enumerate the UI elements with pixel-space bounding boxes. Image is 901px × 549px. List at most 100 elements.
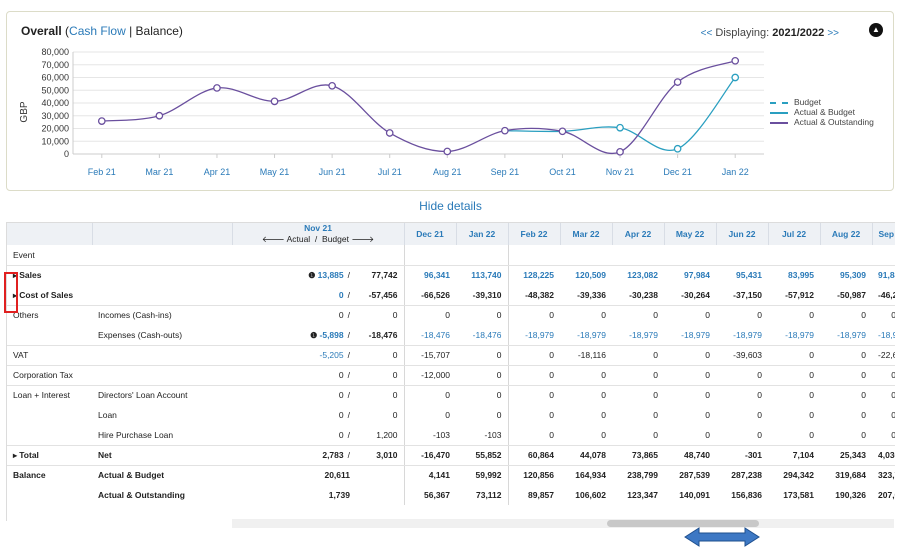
month-value-cell: 0 — [768, 365, 821, 386]
row-category-label[interactable]: Sales — [19, 270, 42, 281]
nov-actual-cell: -5,205/ — [232, 345, 352, 366]
row-subcategory — [92, 365, 232, 386]
row-category: Loan + Interest — [7, 385, 92, 405]
month-value-cell: 319,684 — [835, 470, 867, 481]
row-category-label: Corporation Tax — [13, 370, 73, 380]
nov-actual-value[interactable]: 0 — [338, 390, 344, 401]
horizontal-scrollbar-thumb[interactable] — [607, 520, 759, 527]
month-value-cell — [872, 245, 895, 266]
month-value-cell — [768, 245, 821, 266]
month-value-cell: 0 — [445, 310, 451, 321]
month-value-cell: 0 — [560, 425, 613, 446]
row-category: ▸ Total — [7, 445, 92, 466]
row-subcategory: Loan — [98, 410, 117, 420]
month-value-cell: 97,984 — [684, 270, 711, 281]
actual-budget-separator: / — [347, 370, 350, 380]
hide-details-link[interactable]: Hide details — [419, 199, 482, 213]
data-point-actual-outstanding — [213, 84, 221, 92]
actual-label[interactable]: Actual — [286, 234, 311, 244]
nov-actual-cell: 20,611 — [232, 465, 352, 485]
month-value-cell: -18,116 — [560, 345, 613, 366]
month-value-cell: 0 — [716, 425, 769, 446]
table-row: Balance Actual & Budget 20,611 4,141 59,992 1… — [7, 465, 895, 485]
month-value-cell: 173,581 — [783, 490, 815, 500]
budget-label[interactable]: Budget — [322, 234, 349, 244]
legend-actual-budget-label: Actual & Budget — [794, 107, 855, 117]
horizontal-scrollbar-track[interactable] — [232, 519, 894, 528]
data-point-actual-outstanding — [270, 97, 279, 106]
nov-actual-value[interactable]: -5,898 — [319, 329, 344, 340]
month-value-cell: 0 — [549, 410, 555, 420]
nov-actual-value[interactable]: -5,205 — [319, 350, 344, 360]
month-value-cell: 0 — [872, 425, 895, 446]
nov-actual-value[interactable]: 0 — [338, 289, 344, 300]
nov-actual-value[interactable]: 0 — [338, 410, 344, 420]
expand-triangle-icon[interactable]: ▸ — [13, 290, 20, 300]
month-value-cell: 0 — [757, 390, 763, 401]
nov-actual-cell: 0/ — [232, 425, 352, 446]
nov-actual-cell: ❶ 13,885/ — [232, 265, 352, 285]
row-category-label[interactable]: Cost of Sales — [19, 289, 74, 300]
month-value-cell: 0 — [508, 365, 561, 386]
month-value-cell: -103 — [456, 425, 509, 446]
chart-title: Overall (Cash Flow | Balance) — [21, 24, 183, 38]
header-month: Jul 22 — [768, 223, 821, 245]
month-value-cell: 287,238 — [731, 470, 763, 481]
next-period-button[interactable]: >> — [827, 28, 839, 39]
month-value-cell: -30,238 — [612, 285, 665, 306]
row-subcategory — [92, 245, 232, 266]
actual-budget-separator: / — [347, 289, 350, 300]
row-category: Event — [7, 245, 92, 266]
arrow-right-icon[interactable]: 🡒 — [348, 234, 375, 244]
month-value-cell: -12,000 — [404, 365, 457, 386]
month-value-cell: 0 — [664, 425, 717, 446]
month-value-cell: -18,979 — [612, 325, 665, 346]
prev-period-button[interactable]: << — [700, 28, 713, 39]
expand-triangle-icon[interactable]: ▸ — [13, 271, 20, 281]
month-value-cell: 0 — [612, 425, 665, 446]
nov-actual-value[interactable]: 0 — [338, 429, 344, 440]
month-value-cell: -18,979 — [560, 325, 613, 346]
legend-actual-outstanding: Actual & Outstanding — [770, 117, 874, 127]
nov-budget-cell: 77,742 — [352, 265, 405, 285]
nov-budget-cell: 3,010 — [352, 445, 405, 466]
legend-actual-budget: Actual & Budget — [770, 107, 874, 117]
month-value-cell: 0 — [757, 310, 763, 321]
balance-link[interactable]: Balance — [135, 24, 179, 38]
line-chart: 0 10,000 20,000 30,000 40,000 50,000 60,000 70,… — [19, 47, 764, 177]
nov-actual-cell: 2,783/ — [232, 445, 352, 466]
nov-actual-value[interactable]: 1,739 — [328, 490, 350, 500]
y-tick-label: 0 — [64, 149, 69, 159]
month-value-cell: 89,857 — [528, 490, 555, 500]
nov-budget-cell: -18,476 — [352, 325, 405, 346]
month-value-cell — [508, 245, 561, 266]
month-value-cell: 0 — [445, 390, 451, 401]
collapse-icon[interactable]: ▲ — [869, 23, 883, 37]
month-value-cell: 0 — [612, 345, 665, 366]
nov-budget-cell: 1,200 — [352, 425, 405, 446]
arrow-left-icon[interactable]: 🡐 — [261, 234, 287, 244]
nov-actual-value[interactable]: 2,783 — [322, 450, 344, 460]
data-point-actual-budget — [616, 123, 624, 132]
info-icon[interactable]: ❶ — [308, 271, 318, 281]
expand-triangle-icon[interactable]: ▸ — [13, 451, 20, 460]
nov-actual-value[interactable]: 0 — [338, 370, 344, 380]
info-icon[interactable]: ❶ — [310, 330, 320, 340]
month-value-cell — [716, 245, 769, 266]
month-value-cell — [456, 245, 509, 266]
y-tick-label: 50,000 — [41, 85, 69, 95]
nov-actual-cell: 0/ — [232, 405, 352, 425]
nov-actual-value[interactable]: 0 — [338, 310, 344, 321]
month-value-cell: 323,720 — [878, 470, 895, 481]
nov-actual-value[interactable]: 13,885 — [317, 270, 344, 281]
row-category-label[interactable]: Total — [19, 450, 39, 460]
data-point-actual-outstanding — [155, 111, 164, 120]
month-value-cell: 44,078 — [560, 445, 613, 466]
cash-flow-link[interactable]: Cash Flow — [69, 24, 126, 38]
legend-actual-outstanding-label: Actual & Outstanding — [794, 117, 874, 127]
nov-actual-value[interactable]: 20,611 — [324, 470, 350, 481]
month-value-cell: 0 — [456, 305, 509, 325]
period-selector: << Displaying: 2021/2022 >> — [701, 27, 839, 39]
